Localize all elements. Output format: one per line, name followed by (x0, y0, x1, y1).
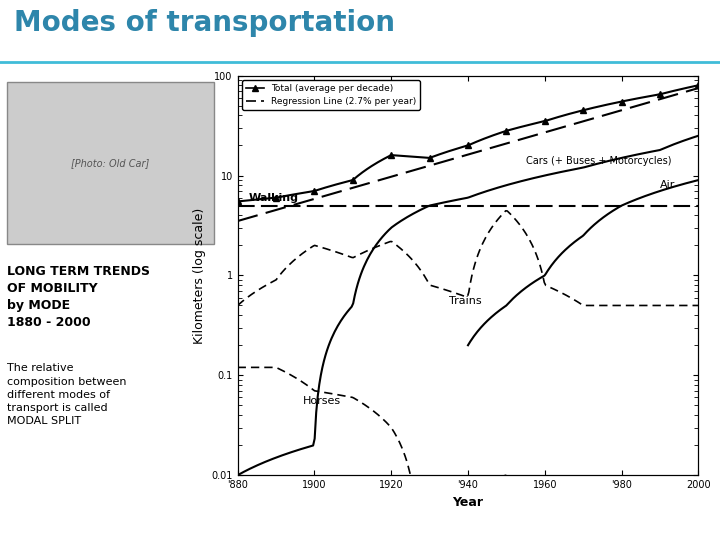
Text: 48: 48 (22, 506, 43, 521)
Text: LONG TERM TRENDS
OF MOBILITY
by MODE
1880 - 2000: LONG TERM TRENDS OF MOBILITY by MODE 188… (7, 265, 150, 329)
Text: Modes of transportation: Modes of transportation (14, 9, 395, 37)
Text: The relative
composition between
different modes of
transport is called
MODAL SP: The relative composition between differe… (7, 363, 127, 426)
Text: Cars (+ Buses + Motorcycles): Cars (+ Buses + Motorcycles) (526, 156, 671, 166)
FancyBboxPatch shape (7, 82, 215, 244)
Text: Air: Air (660, 180, 675, 190)
Text: Trains: Trains (449, 296, 482, 306)
Text: Horses: Horses (303, 396, 341, 406)
Text: Walking: Walking (249, 193, 299, 202)
Text: [Photo: Old Car]: [Photo: Old Car] (71, 158, 150, 168)
Text: Urban Climate and Mobility - Urban Transportation: Urban Climate and Mobility - Urban Trans… (58, 507, 373, 520)
Text: FOR A BETTER URBAN FUTURE: FOR A BETTER URBAN FUTURE (576, 526, 693, 535)
Y-axis label: Kilometers (log scale): Kilometers (log scale) (193, 207, 206, 343)
X-axis label: Year: Year (452, 496, 484, 509)
Legend: Total (average per decade), Regression Line (2.7% per year): Total (average per decade), Regression L… (242, 80, 420, 110)
Text: UN○HABITAT: UN○HABITAT (576, 504, 696, 522)
